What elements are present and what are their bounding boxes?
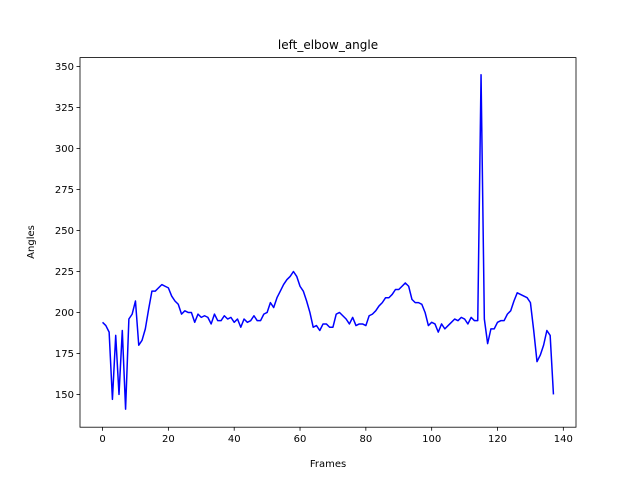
x-tick-label: 140 <box>554 434 573 445</box>
x-tick-label: 120 <box>488 434 507 445</box>
y-tick-label: 200 <box>55 308 74 319</box>
chart-title: left_elbow_angle <box>278 38 378 52</box>
y-tick-label: 325 <box>55 103 74 114</box>
x-tick-label: 80 <box>359 434 372 445</box>
y-tick-label: 300 <box>55 144 74 155</box>
x-tick-label: 60 <box>294 434 307 445</box>
y-tick-label: 250 <box>55 226 74 237</box>
y-tick-label: 350 <box>55 62 74 73</box>
x-tick-label: 100 <box>422 434 441 445</box>
y-tick-label: 275 <box>55 185 74 196</box>
x-tick-label: 0 <box>99 434 105 445</box>
x-axis-label: Frames <box>310 459 346 470</box>
plot-frame <box>79 57 577 428</box>
y-tick-label: 225 <box>55 267 74 278</box>
y-axis-label: Angles <box>26 225 37 259</box>
y-tick-label: 150 <box>55 390 74 401</box>
data-line <box>102 74 555 410</box>
y-tick-label: 175 <box>55 349 74 360</box>
x-tick-label: 20 <box>162 434 175 445</box>
x-tick-label: 40 <box>228 434 241 445</box>
